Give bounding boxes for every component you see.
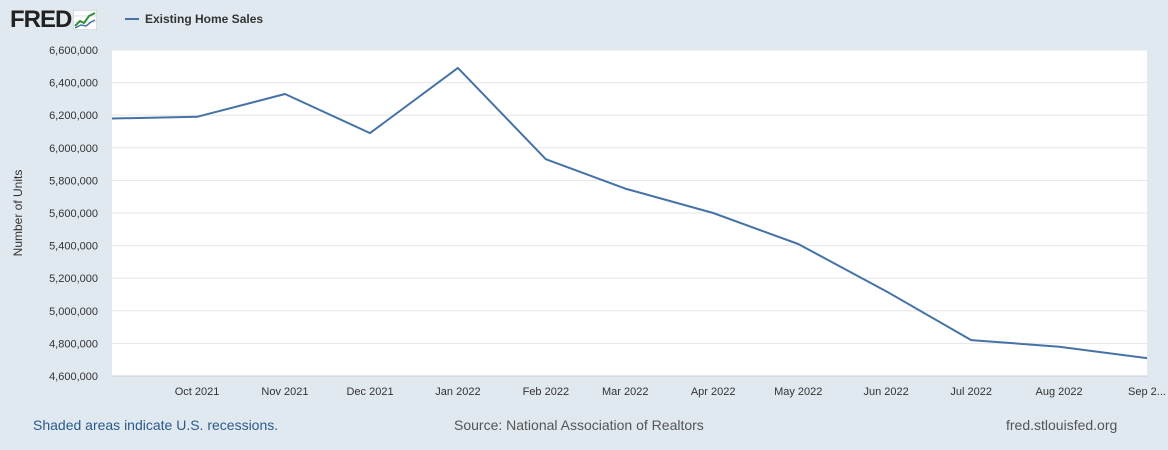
y-tick-label: 6,400,000 (49, 78, 98, 90)
source-text: Source: National Association of Realtors (454, 417, 704, 433)
legend-line-swatch (125, 18, 139, 20)
recession-note-link[interactable]: Shaded areas indicate U.S. recessions. (33, 417, 279, 433)
fred-logo[interactable]: FRED (10, 6, 98, 34)
x-tick-label: Oct 2021 (175, 386, 220, 398)
x-tick-label: Jul 2022 (950, 386, 992, 398)
y-tick-label: 4,600,000 (49, 371, 98, 383)
x-tick-label: Aug 2022 (1036, 386, 1083, 398)
y-tick-label: 5,000,000 (49, 306, 98, 318)
y-tick-label: 5,400,000 (49, 241, 98, 253)
chart-legend[interactable]: Existing Home Sales (125, 12, 263, 26)
x-tick-label: Nov 2021 (261, 386, 308, 398)
fred-logo-text: FRED (10, 6, 72, 33)
y-axis-title: Number of Units (11, 170, 25, 257)
x-tick-label: Apr 2022 (691, 386, 736, 398)
x-tick-label: Mar 2022 (602, 386, 648, 398)
site-url-text: fred.stlouisfed.org (1006, 417, 1118, 433)
series-line (111, 66, 1148, 360)
y-tick-label: 5,200,000 (49, 273, 98, 285)
y-tick-label: 6,200,000 (49, 110, 98, 122)
x-tick-label: Dec 2021 (346, 386, 393, 398)
x-tick-label: Sep 2... (1128, 386, 1166, 398)
x-tick-label: Jan 2022 (435, 386, 480, 398)
x-tick-label: Jun 2022 (863, 386, 908, 398)
y-tick-label: 6,000,000 (49, 143, 98, 155)
y-tick-label: 5,600,000 (49, 208, 98, 220)
y-tick-label: 6,600,000 (49, 45, 98, 57)
legend-series-label: Existing Home Sales (145, 12, 264, 26)
y-tick-label: 4,800,000 (49, 338, 98, 350)
x-tick-label: Feb 2022 (523, 386, 569, 398)
x-tick-label: May 2022 (774, 386, 822, 398)
y-tick-label: 5,800,000 (49, 175, 98, 187)
line-chart-logo-icon (73, 10, 98, 30)
